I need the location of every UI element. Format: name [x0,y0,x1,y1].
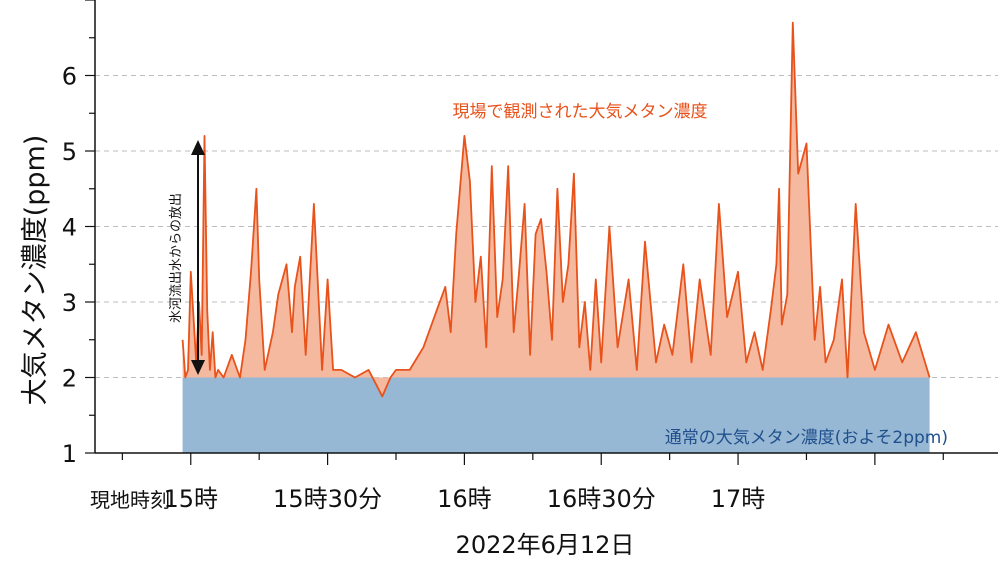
x-tick-label: 16時30分 [547,485,656,513]
axes [85,0,998,465]
x-tick-label: 16時 [437,485,492,513]
x-tick-label: 17時 [711,485,766,513]
release-annotation: 氷河流出水からの放出 [169,140,205,375]
y-tick-label-3: 3 [62,289,77,317]
y-tick-label-5: 5 [62,138,77,166]
observed-series-line [181,21,931,398]
baseline-label: 通常の大気メタン濃度(およそ2ppm) [665,428,948,448]
observed-series-label: 現場で観測された大気メタン濃度 [453,102,708,122]
y-axis-label: 大気メタン濃度(ppm) [20,135,51,406]
release-label: 氷河流出水からの放出 [169,193,184,323]
date-label: 2022年6月12日 [456,531,635,559]
release-arrow-up-head [191,140,205,155]
x-tick-label: 15時 [163,485,218,513]
x-tick-label: 15時30分 [273,485,382,513]
y-tick-label-6: 6 [62,63,77,91]
tick-labels: 1 2 3 4 5 6 15時 15時30分 16時 16時30分 17時 [62,63,766,514]
y-tick-label-1: 1 [62,440,77,468]
y-tick-label-4: 4 [62,214,77,242]
y-tick-label-2: 2 [62,365,77,393]
baseline-band [182,377,930,453]
x-axis-prefix-label: 現地時刻 [90,488,170,512]
data-area [181,21,931,453]
observed-area-fill [182,22,930,397]
release-arrow-down-head [191,360,205,375]
